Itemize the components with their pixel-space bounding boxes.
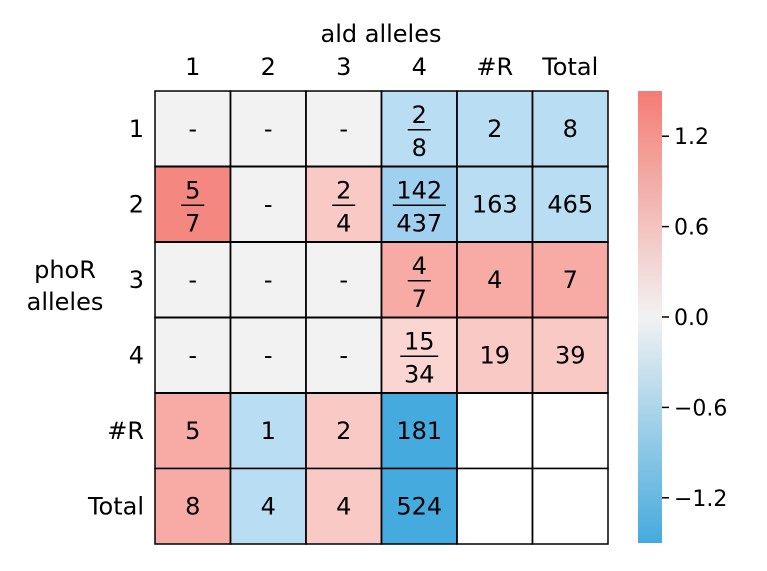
cell-numerator: 15 bbox=[404, 327, 435, 355]
row-tick-labels: 1 2 3 4 #R Total bbox=[87, 115, 144, 521]
cell-value: - bbox=[339, 266, 348, 294]
cell-value: - bbox=[188, 266, 197, 294]
heatmap-cell bbox=[229, 467, 307, 545]
cell-value: 39 bbox=[555, 341, 586, 369]
row-label: 1 bbox=[129, 115, 144, 143]
heatmap-cell bbox=[531, 467, 609, 545]
cell-value: 465 bbox=[547, 190, 593, 218]
column-label: 2 bbox=[261, 53, 276, 81]
cell-value: 4 bbox=[261, 492, 276, 520]
heatmap-cell bbox=[531, 165, 609, 243]
cell-value: 8 bbox=[563, 115, 578, 143]
heatmap-cell bbox=[456, 241, 534, 319]
x-axis-title: ald alleles bbox=[321, 20, 442, 48]
column-label: 4 bbox=[412, 53, 427, 81]
heatmap-cell bbox=[531, 241, 609, 319]
heatmap-cell bbox=[154, 467, 232, 545]
cell-numerator: 4 bbox=[412, 252, 427, 280]
column-label: 1 bbox=[185, 53, 200, 81]
column-label: #R bbox=[476, 53, 513, 81]
colorbar-ticks: 1.2 0.6 0.0 −0.6 −1.2 bbox=[662, 125, 727, 512]
colorbar-tick-label: −1.2 bbox=[674, 487, 727, 512]
cell-value: - bbox=[188, 341, 197, 369]
colorbar: 1.2 0.6 0.0 −0.6 −1.2 bbox=[638, 91, 727, 543]
cell-denominator: 4 bbox=[336, 209, 351, 237]
heatmap-cell bbox=[229, 90, 307, 168]
cell-numerator: 142 bbox=[396, 176, 442, 204]
cell-value: 524 bbox=[396, 492, 442, 520]
cell-value: - bbox=[339, 341, 348, 369]
cell-value: 163 bbox=[472, 190, 518, 218]
colorbar-tick-label: 1.2 bbox=[674, 125, 709, 150]
cell-value: - bbox=[188, 115, 197, 143]
heatmap-cell bbox=[531, 392, 609, 470]
cell-value: 7 bbox=[563, 266, 578, 294]
colorbar-tick-label: 0.0 bbox=[674, 306, 709, 331]
row-label: #R bbox=[107, 417, 144, 445]
cell-numerator: 2 bbox=[336, 176, 351, 204]
cell-numerator: 2 bbox=[412, 101, 427, 129]
cell-denominator: 7 bbox=[185, 209, 200, 237]
heatmap-cell bbox=[154, 90, 232, 168]
row-label: Total bbox=[87, 492, 144, 520]
cell-numerator: 5 bbox=[185, 176, 200, 204]
cell-value: 4 bbox=[336, 492, 351, 520]
heatmap-cell bbox=[229, 316, 307, 394]
cell-value: - bbox=[339, 115, 348, 143]
colorbar-tick-label: 0.6 bbox=[674, 216, 709, 241]
cell-denominator: 437 bbox=[396, 209, 442, 237]
y-axis-title-line-2: alleles bbox=[27, 288, 104, 316]
cell-value: - bbox=[264, 266, 273, 294]
cell-value: - bbox=[264, 341, 273, 369]
cell-denominator: 34 bbox=[404, 360, 435, 388]
heatmap-cell bbox=[154, 316, 232, 394]
cell-value: 4 bbox=[487, 266, 502, 294]
cell-denominator: 7 bbox=[412, 285, 427, 313]
colorbar-tick-label: −0.6 bbox=[674, 396, 727, 421]
cell-value: 5 bbox=[185, 417, 200, 445]
cell-value: 19 bbox=[479, 341, 510, 369]
cell-value: 2 bbox=[336, 417, 351, 445]
cell-value: 8 bbox=[185, 492, 200, 520]
column-label: Total bbox=[541, 53, 598, 81]
row-label: 3 bbox=[129, 266, 144, 294]
cell-value: - bbox=[264, 115, 273, 143]
heatmap-cell bbox=[305, 467, 383, 545]
heatmap-cell bbox=[229, 392, 307, 470]
cell-value: - bbox=[264, 190, 273, 218]
column-tick-labels: 1 2 3 4 #R Total bbox=[185, 53, 598, 81]
y-axis-title-line-1: phoR bbox=[34, 256, 96, 284]
heatmap-cell bbox=[380, 316, 458, 394]
row-label: 2 bbox=[129, 190, 144, 218]
heatmap-cell bbox=[456, 467, 534, 545]
cell-denominator: 8 bbox=[412, 134, 427, 162]
row-label: 4 bbox=[129, 341, 144, 369]
heatmap-cell bbox=[456, 392, 534, 470]
colorbar-gradient bbox=[638, 91, 662, 543]
cell-value: 1 bbox=[261, 417, 276, 445]
cell-value: 2 bbox=[487, 115, 502, 143]
column-label: 3 bbox=[336, 53, 351, 81]
heatmap-cell bbox=[531, 90, 609, 168]
heatmap-cell bbox=[380, 392, 458, 470]
cell-value: 181 bbox=[396, 417, 442, 445]
heatmap-cell bbox=[305, 90, 383, 168]
